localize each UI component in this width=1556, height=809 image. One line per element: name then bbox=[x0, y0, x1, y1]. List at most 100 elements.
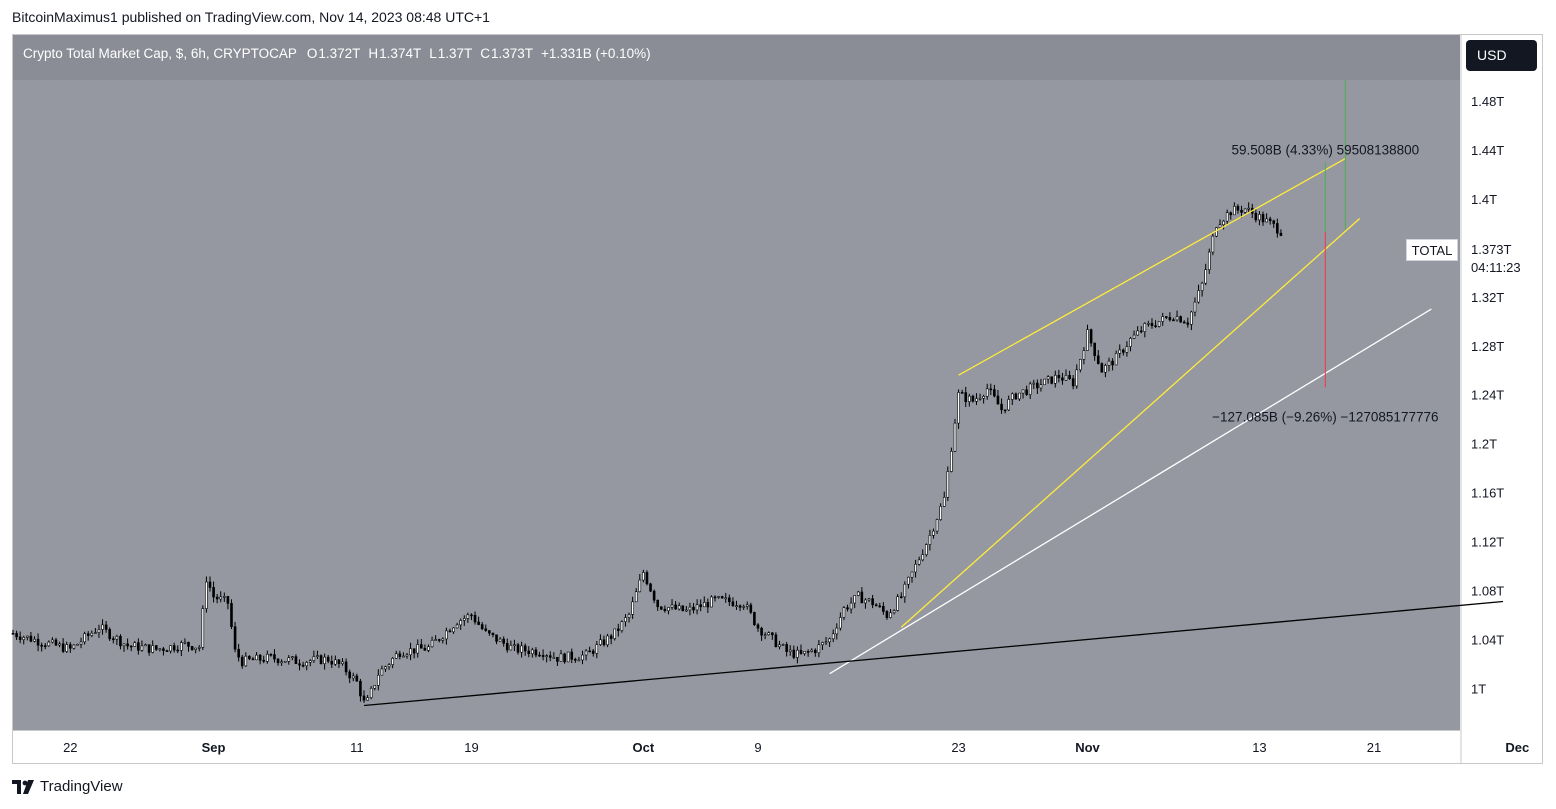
candle-body bbox=[993, 389, 996, 397]
candle-body bbox=[280, 661, 283, 664]
candle-body bbox=[151, 645, 154, 653]
candle-body bbox=[907, 576, 910, 585]
candle-body bbox=[971, 395, 975, 402]
candle-body bbox=[230, 603, 233, 627]
symbol-legend[interactable]: Crypto Total Market Cap, $, 6h, CRYPTOCA… bbox=[23, 46, 651, 61]
candle-body bbox=[652, 590, 656, 601]
candle-body bbox=[584, 650, 588, 656]
currency-button[interactable]: USD bbox=[1466, 40, 1537, 71]
candle-body bbox=[645, 572, 649, 585]
last-price-label: 1.373T 04:11:23 bbox=[1464, 239, 1540, 279]
candle-body bbox=[1233, 206, 1236, 216]
candle-body bbox=[968, 395, 971, 402]
candle-body bbox=[169, 645, 172, 652]
candle-body bbox=[208, 581, 212, 588]
tradingview-logo[interactable]: TradingView bbox=[12, 778, 123, 795]
candle-body bbox=[609, 635, 613, 639]
candle-body bbox=[846, 607, 849, 610]
candle-body bbox=[1007, 399, 1011, 411]
candle-body bbox=[351, 675, 355, 679]
candle-body bbox=[932, 530, 935, 536]
candle-body bbox=[283, 661, 287, 663]
candle-body bbox=[323, 656, 326, 664]
candle-body bbox=[520, 645, 523, 653]
candle-body bbox=[502, 638, 505, 644]
candle-body bbox=[1197, 290, 1200, 303]
candle-body bbox=[319, 655, 323, 664]
bar-countdown: 04:11:23 bbox=[1471, 260, 1521, 275]
candle-body bbox=[172, 645, 176, 651]
candle-body bbox=[72, 644, 76, 649]
candle-body bbox=[588, 650, 591, 653]
tradingview-icon bbox=[12, 779, 36, 794]
candle-body bbox=[108, 629, 112, 640]
candle-body bbox=[369, 687, 373, 698]
candle-body bbox=[1132, 334, 1136, 339]
candle-body bbox=[667, 607, 670, 611]
candle-body bbox=[985, 388, 989, 397]
candle-body bbox=[201, 608, 205, 648]
candle-body bbox=[1129, 338, 1132, 347]
candle-body bbox=[810, 649, 814, 652]
last-price: 1.373T bbox=[1471, 242, 1512, 257]
candle-body bbox=[527, 650, 531, 654]
candle-body bbox=[312, 656, 316, 661]
candle-body bbox=[334, 659, 337, 665]
candle-body bbox=[129, 645, 133, 648]
candle-body bbox=[480, 624, 484, 630]
candle-body bbox=[301, 664, 305, 667]
candle-body bbox=[455, 624, 459, 629]
high-label: H bbox=[368, 46, 379, 61]
candle-body bbox=[1243, 208, 1247, 213]
candle-body bbox=[695, 604, 699, 611]
candle-body bbox=[799, 649, 803, 654]
candle-body bbox=[710, 596, 713, 608]
measure-label: −127.085B (−9.26%) −127085177776 bbox=[1212, 409, 1438, 424]
candle-body bbox=[491, 632, 495, 636]
low-value: 1.37T bbox=[437, 46, 473, 61]
candle-body bbox=[1265, 218, 1268, 223]
measure-label: 59.508B (4.33%) 59508138800 bbox=[1232, 142, 1420, 157]
candle-body bbox=[162, 648, 165, 651]
candle-body bbox=[144, 644, 147, 647]
y-tick-label: 1.12T bbox=[1471, 535, 1504, 550]
candle-body bbox=[61, 643, 65, 652]
candle-body bbox=[294, 656, 298, 665]
candle-body bbox=[1104, 365, 1107, 373]
y-tick-label: 1.16T bbox=[1471, 486, 1504, 501]
candle-body bbox=[380, 668, 384, 676]
candle-body bbox=[488, 630, 491, 634]
candle-body bbox=[248, 655, 251, 660]
candle-body bbox=[878, 605, 882, 608]
candle-body bbox=[595, 644, 599, 654]
candle-body bbox=[728, 597, 731, 603]
candle-body bbox=[509, 644, 513, 651]
candle-body bbox=[258, 654, 262, 661]
y-tick-label: 1.24T bbox=[1471, 388, 1504, 403]
candle-body bbox=[513, 644, 516, 646]
candle-body bbox=[989, 388, 993, 391]
candle-body bbox=[702, 602, 706, 608]
candle-body bbox=[674, 604, 677, 610]
x-tick-label: 9 bbox=[754, 740, 761, 755]
candle-body bbox=[18, 636, 22, 640]
open-label: O bbox=[306, 46, 318, 61]
candle-body bbox=[54, 639, 58, 646]
candle-body bbox=[11, 633, 15, 635]
candle-body bbox=[566, 651, 570, 663]
white-support-trendline bbox=[829, 308, 1432, 675]
candle-body bbox=[1211, 235, 1215, 253]
candle-body bbox=[402, 655, 405, 658]
candle-body bbox=[917, 559, 921, 565]
black-support-trendline bbox=[363, 600, 1504, 707]
candle-body bbox=[960, 392, 964, 394]
candle-body bbox=[176, 649, 180, 652]
candle-body bbox=[40, 644, 43, 647]
candle-body bbox=[1200, 282, 1204, 291]
candle-body bbox=[1096, 355, 1100, 364]
candle-body bbox=[255, 654, 258, 661]
candle-body bbox=[670, 604, 674, 608]
candle-body bbox=[473, 615, 477, 623]
y-tick-label: 1.28T bbox=[1471, 339, 1504, 354]
